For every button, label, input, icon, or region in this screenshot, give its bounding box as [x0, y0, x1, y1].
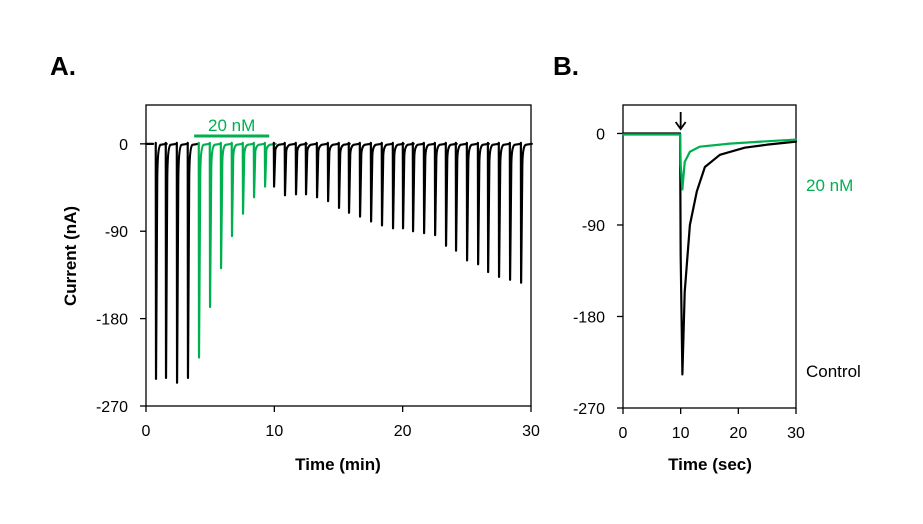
- panel-a-label: A.: [50, 51, 76, 81]
- sweep-trace: [263, 141, 277, 188]
- x-tick-label: 30: [787, 425, 805, 442]
- sweep-trace: [454, 141, 468, 252]
- panel-a-axes: 0 -90 -180 -270 0 10 20 30: [96, 137, 540, 440]
- sweep-trace: [380, 141, 394, 227]
- panel-b-axes: 0 -90 -180 -270 0 10 20 30: [573, 126, 805, 442]
- treatment-trace: [621, 133, 798, 191]
- x-tick-label: 20: [729, 425, 747, 442]
- treatment-bar-label: 20 nM: [208, 116, 255, 135]
- legend-label-20nm: 20 nM: [806, 176, 853, 195]
- sweep-trace: [422, 141, 436, 235]
- y-tick-label: -270: [96, 399, 128, 416]
- panel-b-plot-frame: [622, 104, 797, 409]
- sweep-trace: [186, 141, 200, 379]
- y-tick-label: -180: [573, 309, 605, 326]
- sweep-trace: [283, 141, 297, 197]
- sweep-trace: [154, 141, 168, 380]
- y-tick-label: -270: [573, 401, 605, 418]
- legend-label-control: Control: [806, 362, 861, 381]
- sweep-trace: [294, 141, 308, 196]
- sweep-trace: [175, 141, 189, 384]
- y-tick-label: -90: [582, 218, 605, 235]
- sweep-trace: [358, 141, 372, 218]
- y-tick-label: -90: [105, 224, 128, 241]
- x-tick-label: 30: [522, 423, 540, 440]
- sweep-trace: [486, 141, 500, 274]
- sweep-trace: [433, 141, 447, 237]
- x-tick-label: 10: [672, 425, 690, 442]
- arrow-head: [674, 121, 687, 131]
- x-tick-label: 20: [394, 423, 412, 440]
- sweep-trace: [444, 141, 458, 247]
- sweep-trace: [272, 141, 286, 188]
- sweep-trace: [315, 141, 329, 199]
- sweep-trace: [401, 141, 415, 230]
- sweep-trace: [252, 141, 266, 199]
- sweep-trace: [508, 141, 522, 281]
- sweep-trace: [337, 141, 351, 210]
- sweep-trace: [465, 141, 479, 262]
- sweep-trace: [519, 141, 533, 284]
- control-trace: [621, 132, 798, 376]
- y-tick-label: 0: [119, 137, 128, 154]
- sweep-trace: [391, 141, 405, 230]
- panel-a-y-axis-title: Current (nA): [61, 206, 80, 306]
- stimulus-arrow-icon: [674, 112, 687, 131]
- y-tick-label: -180: [96, 312, 128, 329]
- panel-a-traces: [144, 141, 533, 384]
- sweep-trace: [497, 141, 511, 278]
- sweep-trace: [411, 141, 425, 233]
- x-tick-label: 10: [265, 423, 283, 440]
- sweep-trace: [369, 141, 383, 223]
- sweep-trace: [208, 141, 222, 309]
- sweep-trace: [241, 141, 255, 215]
- sweep-trace: [326, 141, 340, 203]
- sweep-trace: [197, 141, 211, 359]
- panel-b-traces: [621, 132, 798, 376]
- sweep-trace: [476, 141, 490, 266]
- sweep-trace: [347, 141, 361, 214]
- sweep-trace: [164, 141, 178, 379]
- y-tick-label: 0: [596, 126, 605, 143]
- panel-b-x-axis-title: Time (sec): [668, 455, 752, 474]
- sweep-trace: [304, 141, 318, 196]
- sweep-trace: [219, 141, 233, 270]
- panel-a-x-axis-title: Time (min): [295, 455, 381, 474]
- sweep-trace: [230, 141, 244, 238]
- panel-a-plot-frame: [145, 104, 532, 407]
- x-tick-label: 0: [142, 423, 151, 440]
- panel-b-label: B.: [553, 51, 579, 81]
- x-tick-label: 0: [619, 425, 628, 442]
